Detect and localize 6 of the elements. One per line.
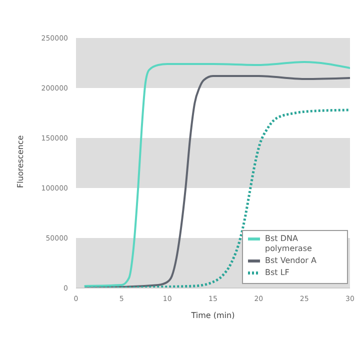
legend-label: Bst Vendor A [265, 256, 316, 266]
legend-label: Bst DNA polymerase [265, 234, 313, 254]
legend-label: Bst LF [265, 268, 290, 278]
y-axis-title: Fluorescence [16, 135, 25, 188]
line-series [84, 108, 350, 288]
x-axis-title: Time (min) [190, 311, 235, 320]
